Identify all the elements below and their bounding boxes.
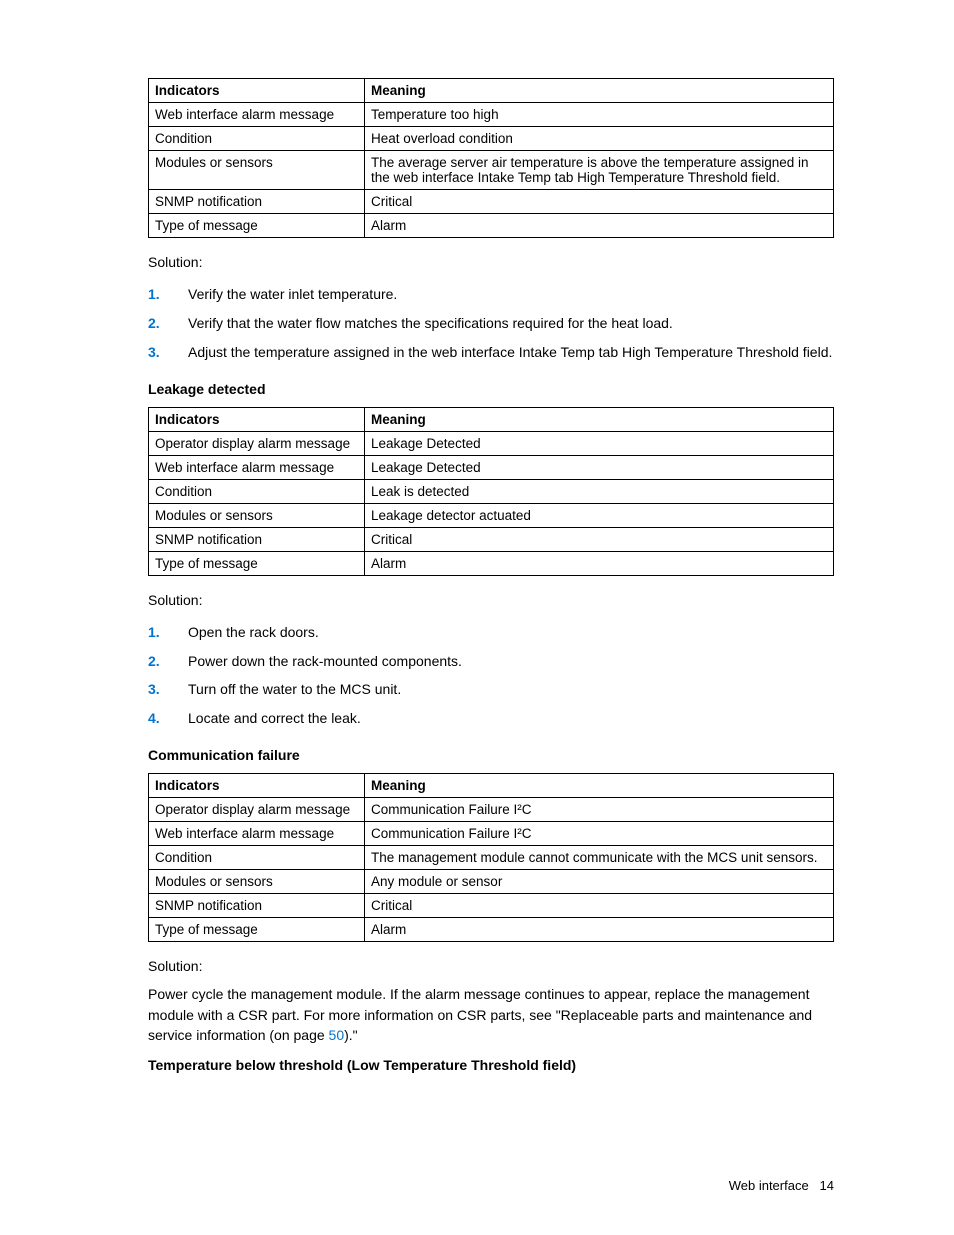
cell-indicator: Type of message [149,918,365,942]
list-item: 2. Power down the rack-mounted components… [148,647,834,676]
table-row: Modules or sensorsThe average server air… [149,151,834,190]
list-item: 2. Verify that the water flow matches the… [148,309,834,338]
cell-meaning: Heat overload condition [365,127,834,151]
list-number: 3. [148,680,160,699]
table-row: SNMP notificationCritical [149,894,834,918]
table-row: ConditionHeat overload condition [149,127,834,151]
cell-meaning: Alarm [365,214,834,238]
list-text: Power down the rack-mounted components. [188,653,462,669]
cell-indicator: Web interface alarm message [149,103,365,127]
list-item: 1. Open the rack doors. [148,618,834,647]
cell-meaning: Critical [365,190,834,214]
cell-indicator: Condition [149,846,365,870]
para-text-pre: Power cycle the management module. If th… [148,986,812,1043]
table-row: Web interface alarm messageCommunication… [149,822,834,846]
list-number: 2. [148,652,160,671]
cell-meaning: Critical [365,894,834,918]
cell-indicator: Modules or sensors [149,503,365,527]
heading-leakage-detected: Leakage detected [148,381,834,397]
cell-meaning: Leakage Detected [365,431,834,455]
cell-meaning: Leakage Detected [365,455,834,479]
cell-meaning: Alarm [365,918,834,942]
table-header-indicators: Indicators [149,407,365,431]
table-row: Modules or sensorsAny module or sensor [149,870,834,894]
cell-indicator: Type of message [149,214,365,238]
list-number: 1. [148,285,160,304]
cell-indicator: SNMP notification [149,527,365,551]
cell-meaning: Any module or sensor [365,870,834,894]
solution-list-1: 1. Verify the water inlet temperature. 2.… [148,280,834,367]
table-row: Web interface alarm messageLeakage Detec… [149,455,834,479]
cell-indicator: Type of message [149,551,365,575]
table-header-indicators: Indicators [149,774,365,798]
cell-indicator: Modules or sensors [149,151,365,190]
footer-section: Web interface [729,1178,809,1193]
cell-indicator: SNMP notification [149,894,365,918]
list-number: 4. [148,709,160,728]
cell-meaning: Communication Failure I²C [365,822,834,846]
list-text: Verify that the water flow matches the s… [188,315,673,331]
table-row: SNMP notificationCritical [149,190,834,214]
table-header-meaning: Meaning [365,79,834,103]
solution-label: Solution: [148,592,834,608]
table-leakage-detected: Indicators Meaning Operator display alar… [148,407,834,576]
table-row: Type of messageAlarm [149,918,834,942]
table-row: Type of messageAlarm [149,214,834,238]
table-communication-failure: Indicators Meaning Operator display alar… [148,773,834,942]
cell-meaning: The average server air temperature is ab… [365,151,834,190]
table-temperature-high: Indicators Meaning Web interface alarm m… [148,78,834,238]
table-row: ConditionThe management module cannot co… [149,846,834,870]
table-row: Operator display alarm messageLeakage De… [149,431,834,455]
table-row: Modules or sensorsLeakage detector actua… [149,503,834,527]
list-item: 4. Locate and correct the leak. [148,704,834,733]
cell-indicator: Web interface alarm message [149,822,365,846]
cell-meaning: The management module cannot communicate… [365,846,834,870]
list-text: Open the rack doors. [188,624,319,640]
list-item: 1. Verify the water inlet temperature. [148,280,834,309]
cell-meaning: Leakage detector actuated [365,503,834,527]
table-header-indicators: Indicators [149,79,365,103]
solution-label: Solution: [148,958,834,974]
table-row: Web interface alarm messageTemperature t… [149,103,834,127]
list-text: Turn off the water to the MCS unit. [188,681,401,697]
cell-indicator: Condition [149,127,365,151]
list-text: Locate and correct the leak. [188,710,361,726]
list-text: Verify the water inlet temperature. [188,286,397,302]
heading-temp-below-threshold: Temperature below threshold (Low Tempera… [148,1057,834,1073]
table-header-meaning: Meaning [365,774,834,798]
solution-label: Solution: [148,254,834,270]
cell-indicator: SNMP notification [149,190,365,214]
table-row: Type of messageAlarm [149,551,834,575]
footer-page-number: 14 [820,1178,834,1193]
cell-meaning: Temperature too high [365,103,834,127]
cell-indicator: Operator display alarm message [149,798,365,822]
list-number: 2. [148,314,160,333]
table-row: ConditionLeak is detected [149,479,834,503]
cell-meaning: Leak is detected [365,479,834,503]
list-number: 3. [148,343,160,362]
table-header-meaning: Meaning [365,407,834,431]
list-item: 3. Turn off the water to the MCS unit. [148,675,834,704]
table-row: Operator display alarm messageCommunicat… [149,798,834,822]
list-text: Adjust the temperature assigned in the w… [188,344,832,360]
table-row: SNMP notificationCritical [149,527,834,551]
cell-indicator: Operator display alarm message [149,431,365,455]
list-item: 3. Adjust the temperature assigned in the… [148,338,834,367]
cell-meaning: Critical [365,527,834,551]
cell-meaning: Communication Failure I²C [365,798,834,822]
list-number: 1. [148,623,160,642]
cell-indicator: Web interface alarm message [149,455,365,479]
para-text-post: )." [344,1027,358,1043]
cell-meaning: Alarm [365,551,834,575]
solution-paragraph: Power cycle the management module. If th… [148,984,834,1045]
solution-list-2: 1. Open the rack doors. 2. Power down the … [148,618,834,734]
page-footer: Web interface 14 [729,1178,834,1193]
cell-indicator: Modules or sensors [149,870,365,894]
heading-communication-failure: Communication failure [148,747,834,763]
page-link[interactable]: 50 [329,1027,345,1043]
cell-indicator: Condition [149,479,365,503]
